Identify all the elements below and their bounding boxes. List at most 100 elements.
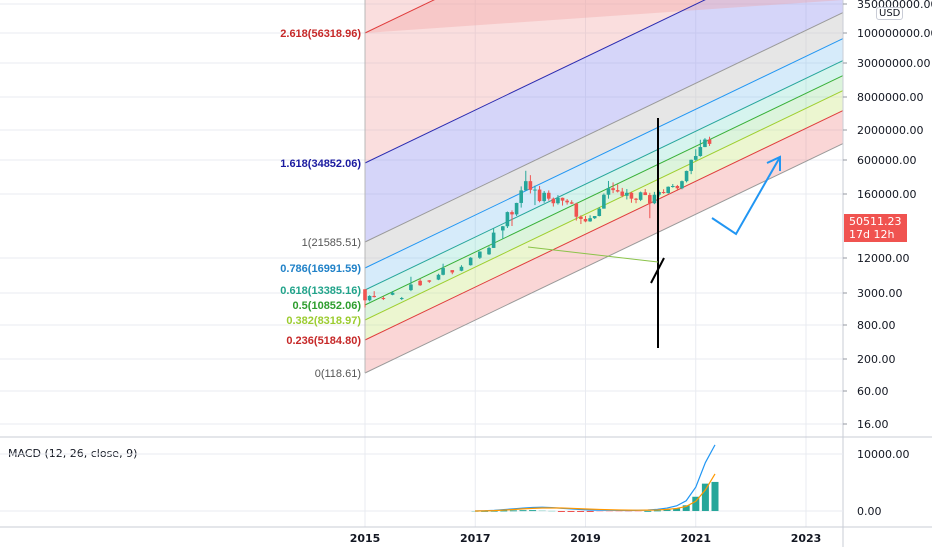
macd-histogram-bar xyxy=(577,511,585,512)
candle-body xyxy=(680,181,684,189)
macd-histogram-bar xyxy=(692,496,700,511)
macd-histogram-bar xyxy=(673,508,681,511)
fib-level-line[interactable] xyxy=(364,0,843,164)
signal-line xyxy=(474,473,716,512)
candle-body xyxy=(592,216,597,219)
fib-level-label: 0.786(16991.59) xyxy=(280,263,361,275)
candle-body xyxy=(588,218,592,222)
time-tick-label: 2023 xyxy=(791,532,822,545)
macd-histogram-bar xyxy=(634,511,642,512)
macd-histogram-bar xyxy=(701,483,709,511)
macd-tick-label: 10000.00 xyxy=(857,448,910,461)
trend-tick xyxy=(650,257,665,284)
time-tick-label: 2015 xyxy=(350,532,381,545)
macd-histogram-bar xyxy=(711,481,719,511)
candle-body xyxy=(551,198,556,204)
candle-body xyxy=(367,295,372,301)
candle-body xyxy=(533,189,537,191)
candle-body xyxy=(436,274,441,280)
macd-histogram-bar xyxy=(605,511,613,512)
candle-body xyxy=(491,232,496,248)
fib-band xyxy=(365,0,843,33)
macd-histogram-bar xyxy=(586,511,594,512)
macd-histogram-bar xyxy=(509,510,517,512)
candle-body xyxy=(625,192,629,196)
candle-body xyxy=(528,181,533,190)
macd-histogram-bar xyxy=(471,511,479,512)
candle-body xyxy=(583,218,588,222)
candle-body xyxy=(579,216,583,219)
candle-body xyxy=(523,181,528,191)
candle-body xyxy=(441,268,445,275)
fib-level-line[interactable] xyxy=(364,12,844,243)
candle-body xyxy=(693,156,698,160)
currency-badge[interactable]: USD xyxy=(876,7,904,20)
time-tick-label: 2017 xyxy=(460,532,491,545)
candle-body xyxy=(574,203,579,217)
candle-body xyxy=(381,298,386,300)
price-tick-label: 100000000.00 xyxy=(857,27,932,40)
price-tick-label: 60.00 xyxy=(857,385,889,398)
last-price-tag: 50511.23 17d 12h xyxy=(844,214,907,242)
macd-histogram-bar xyxy=(519,510,527,512)
candle-body xyxy=(670,186,675,188)
fib-level-label: 0.5(10852.06) xyxy=(293,300,362,312)
candle-body xyxy=(542,192,546,202)
fib-level-line[interactable] xyxy=(364,143,844,374)
candle-body xyxy=(611,188,615,191)
candle-body xyxy=(501,226,505,231)
macd-histogram-bar xyxy=(596,511,604,512)
candle-body xyxy=(652,194,657,204)
candle-body xyxy=(418,280,422,286)
candle-body xyxy=(661,192,666,194)
candle-body xyxy=(698,147,703,157)
candle-body xyxy=(478,251,482,258)
candle-body xyxy=(450,270,455,273)
fib-level-label: 2.618(56318.96) xyxy=(280,28,361,40)
candle-body xyxy=(514,202,519,215)
candle-body xyxy=(689,159,693,171)
macd-histogram-bar xyxy=(529,510,537,512)
macd-histogram-bar xyxy=(548,510,556,512)
macd-tick-label: 0.00 xyxy=(857,505,882,518)
price-tick-label: 12000.00 xyxy=(857,252,910,265)
price-tick-label: 160000.00 xyxy=(857,188,917,201)
candle-body xyxy=(597,208,602,217)
time-tick-label: 2021 xyxy=(680,532,711,545)
bar-countdown: 17d 12h xyxy=(849,228,895,241)
fib-level-line[interactable] xyxy=(364,75,844,306)
trend-line xyxy=(527,246,659,263)
fib-level-label: 0.618(13385.16) xyxy=(280,285,361,297)
macd-line xyxy=(474,444,716,512)
forecast-arrowhead xyxy=(766,155,781,171)
fib-level-label: 0.382(8318.97) xyxy=(286,315,361,327)
fib-level-line[interactable] xyxy=(364,38,844,269)
macd-histogram-bar xyxy=(682,505,690,511)
candle-body xyxy=(629,192,634,199)
fib-level-line[interactable] xyxy=(364,60,844,291)
candle-body xyxy=(390,292,395,295)
fib-level-line[interactable] xyxy=(364,110,844,341)
candle-body xyxy=(648,195,652,204)
macd-histogram-bar xyxy=(644,510,652,512)
candle-body xyxy=(684,170,689,182)
price-tick-label: 30000000.00 xyxy=(857,57,930,70)
candle-body xyxy=(519,190,523,203)
candle-body xyxy=(546,192,551,199)
candle-body xyxy=(634,198,638,200)
macd-histogram-bar xyxy=(663,509,671,511)
macd-histogram-bar xyxy=(615,511,623,512)
candle-body xyxy=(427,280,432,282)
candle-body xyxy=(399,298,404,300)
fib-level-label: 0(118.61) xyxy=(315,368,361,380)
macd-histogram-bar xyxy=(653,510,661,512)
candle-body xyxy=(487,247,491,255)
fib-band xyxy=(365,12,843,269)
fib-band xyxy=(365,60,843,306)
candle-body xyxy=(606,188,611,195)
forecast-path[interactable] xyxy=(711,156,781,236)
fib-level-label: 1.618(34852.06) xyxy=(280,158,361,170)
price-tick-label: 2000000.00 xyxy=(857,124,923,137)
